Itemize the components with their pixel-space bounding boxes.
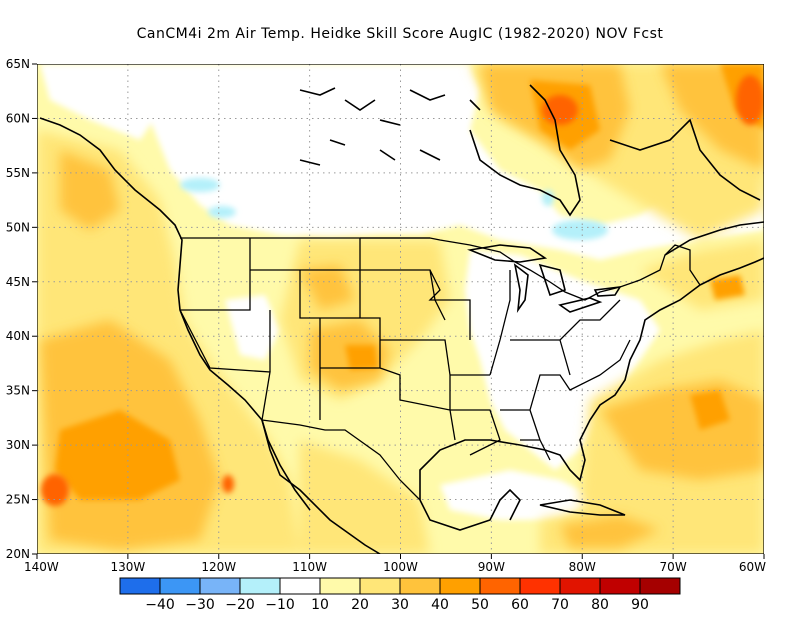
lon-tick-label: 110W <box>292 560 327 574</box>
coast-superior <box>467 244 548 263</box>
colorbar-swatch <box>439 577 481 595</box>
colorbar-swatch <box>639 577 681 595</box>
colorbar-swatch <box>279 577 321 595</box>
coast-stlawrence <box>664 221 764 256</box>
field-white-greatbasin <box>225 295 280 360</box>
lon-tick-label: 130W <box>110 560 145 574</box>
border-canada-us <box>180 237 701 301</box>
coast-baja <box>261 419 311 511</box>
lat-tick-label: 40N <box>6 329 30 343</box>
lat-tick-label: 30N <box>6 438 30 452</box>
field-white-eastus <box>465 250 660 470</box>
colorbar-swatch <box>319 577 361 595</box>
lat-tick-label: 50N <box>6 220 30 234</box>
lon-tick-label: 60W <box>739 560 766 574</box>
colorbar-swatch <box>599 577 641 595</box>
field-do-atlantic <box>690 390 730 430</box>
coast-michigan <box>513 263 529 313</box>
colorbar-swatch <box>359 577 401 595</box>
colorbar-label: 30 <box>391 597 409 613</box>
coast-pacific <box>39 117 381 554</box>
field-do-pacific <box>55 410 180 500</box>
coast-gulf <box>419 284 701 500</box>
border-mexico-us <box>261 419 421 501</box>
colorbar-label: 80 <box>591 597 609 613</box>
colorbar-swatch <box>519 577 561 595</box>
colorbar-label: 20 <box>351 597 369 613</box>
colorbar-swatch <box>119 577 161 595</box>
colorbar-swatch <box>199 577 241 595</box>
map-title: CanCM4i 2m Air Temp. Heidke Skill Score … <box>136 26 664 42</box>
colorbar-label: −40 <box>145 597 175 613</box>
field-o-wyoming <box>300 265 355 310</box>
colorbar-label: −10 <box>265 597 295 613</box>
state-borders <box>179 237 631 461</box>
field-cyan-hudson <box>542 190 554 206</box>
field-o-caribbean <box>560 515 660 548</box>
coast-labrador <box>609 118 761 201</box>
colorbar-swatch <box>159 577 201 595</box>
lat-tick-label: 20N <box>6 547 30 561</box>
colorbar: −40 −30 −20 −10 10 20 30 40 50 60 70 80 90 <box>119 577 681 613</box>
lon-tick-label: 100W <box>383 560 418 574</box>
coast-ontario <box>593 286 622 297</box>
colorbar-label: 10 <box>311 597 329 613</box>
lon-tick-label: 80W <box>569 560 596 574</box>
field-cyan-bc2 <box>208 206 236 218</box>
lon-tick-label: 70W <box>660 560 687 574</box>
colorbar-label: 50 <box>471 597 489 613</box>
field-white-gulf <box>440 470 600 520</box>
lat-axis: 20N 25N 30N 35N 40N 45N 50N 55N 60N 65N <box>6 57 37 561</box>
field-white-canada <box>140 64 764 260</box>
lon-axis: 140W 130W 120W 110W 100W 90W 80W 70W 60W <box>24 554 766 574</box>
coast-huron <box>538 263 566 297</box>
field-white-nw <box>40 64 160 140</box>
colorbar-label: −20 <box>225 597 255 613</box>
coastlines <box>39 84 764 554</box>
skill-field <box>37 64 764 554</box>
field-cyan-bc <box>180 178 220 192</box>
coast-hudson <box>469 84 581 217</box>
lat-tick-label: 35N <box>6 384 30 398</box>
field-cyan-ontario <box>552 220 608 240</box>
lon-tick-label: 140W <box>24 560 59 574</box>
colorbar-label: 60 <box>511 597 529 613</box>
coast-yucatan <box>419 488 521 531</box>
colorbar-swatch <box>479 577 521 595</box>
coast-ns <box>699 257 764 286</box>
political-borders <box>179 237 701 501</box>
coast-arctic <box>299 87 481 166</box>
field-y2-mexico <box>300 440 430 554</box>
colorbar-swatch <box>559 577 601 595</box>
lat-tick-label: 60N <box>6 111 30 125</box>
lat-tick-label: 25N <box>6 493 30 507</box>
colorbar-label: 40 <box>431 597 449 613</box>
colorbar-swatch <box>239 577 281 595</box>
field-o-bc <box>60 150 120 230</box>
coast-erie <box>558 297 603 313</box>
field-r-hudson <box>542 95 578 125</box>
lat-tick-label: 55N <box>6 166 30 180</box>
field-do-colorado <box>345 345 378 370</box>
coast-cuba <box>539 499 626 516</box>
lon-tick-label: 90W <box>478 560 505 574</box>
field-r-pacific-w <box>41 474 69 506</box>
field-do-maritime <box>710 275 745 300</box>
colorbar-label: −30 <box>185 597 215 613</box>
colorbar-label: 90 <box>631 597 649 613</box>
lat-tick-label: 65N <box>6 57 30 71</box>
field-r-ne <box>736 75 764 125</box>
colorbar-swatch <box>399 577 441 595</box>
lon-tick-label: 120W <box>201 560 236 574</box>
field-r-pacific <box>222 475 234 493</box>
colorbar-label: 70 <box>551 597 569 613</box>
lat-tick-label: 45N <box>6 275 30 289</box>
